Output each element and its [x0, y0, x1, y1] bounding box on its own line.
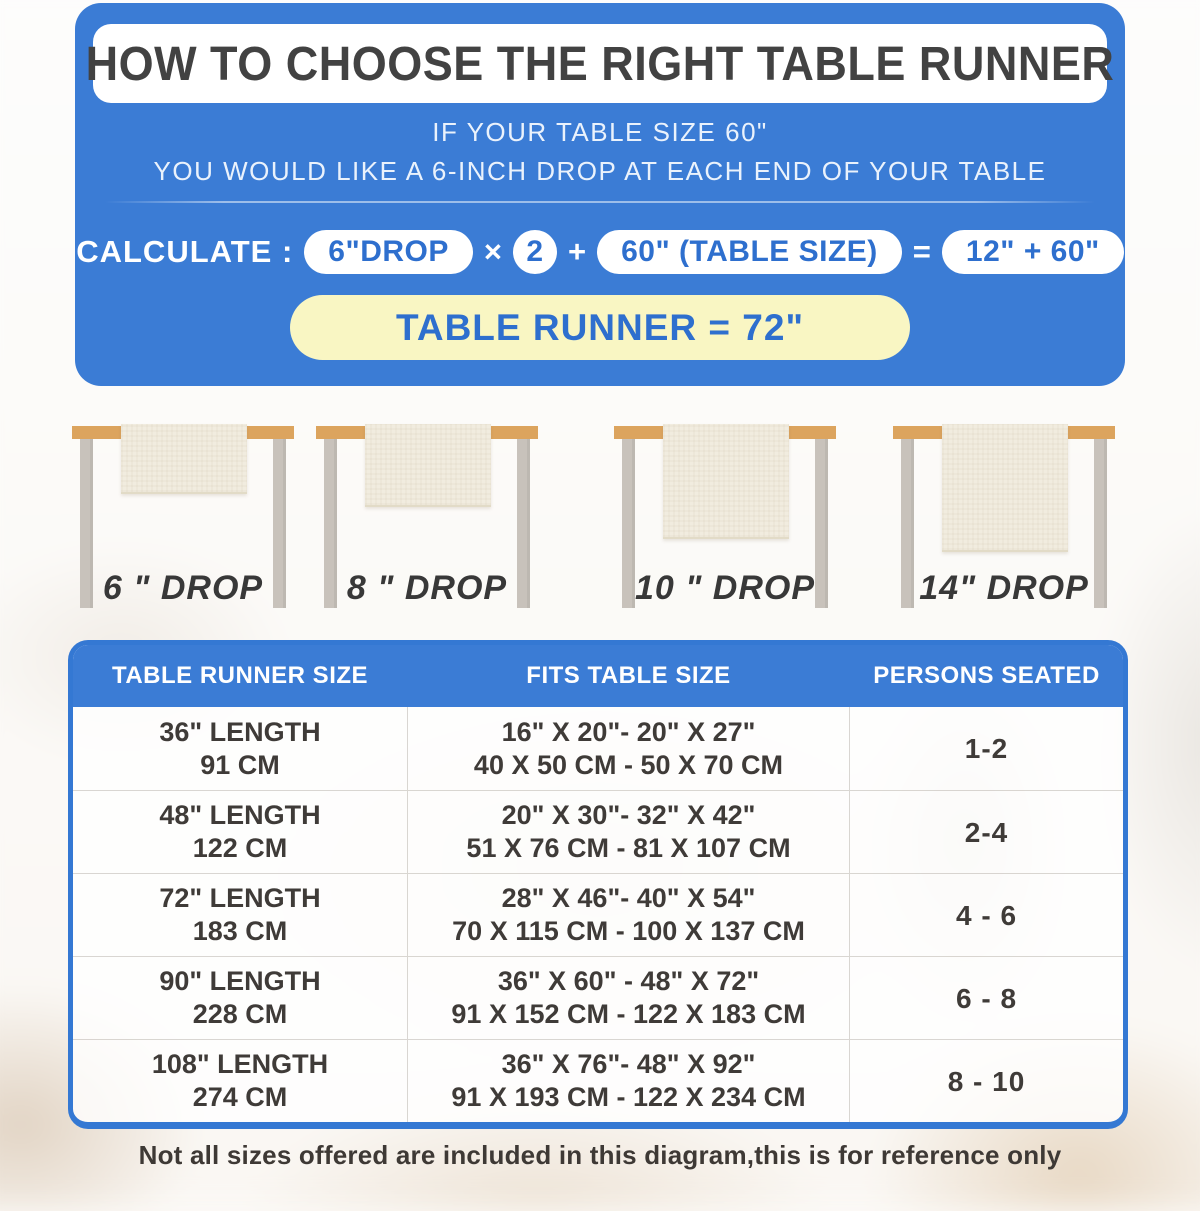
multiplier-pill: 2: [512, 230, 557, 274]
persons-seated-cell: 2-4: [964, 816, 1009, 848]
table-runner-infographic: HOW TO CHOOSE THE RIGHT TABLE RUNNER IF …: [0, 3, 1200, 1181]
table-size-pill: 60" (TABLE SIZE): [597, 230, 902, 274]
fits-table-size-cell: 36" X 76"- 48" X 92" 91 X 193 CM - 122 X…: [407, 1040, 850, 1122]
runner-length-cm: 228 CM: [192, 999, 288, 1029]
title-card: HOW TO CHOOSE THE RIGHT TABLE RUNNER: [86, 24, 1114, 103]
drop-value-pill: 6"DROP: [304, 230, 473, 274]
runner-length-cm: 274 CM: [192, 1082, 288, 1112]
fits-table-size-cell: 36" X 60" - 48" X 72" 91 X 152 CM - 122 …: [407, 957, 850, 1039]
calculation-formula: CALCULATE : 6"DROP × 2 + 60" (TABLE SIZE…: [75, 230, 1125, 274]
persons-seated-cell: 8 - 10: [947, 1065, 1026, 1097]
drop-label: 14" DROP: [919, 569, 1089, 607]
table-leg-graphic: [517, 439, 530, 608]
plus-operator: +: [567, 234, 587, 269]
table-leg-graphic: [80, 439, 93, 608]
table-figure-14-drop: 14" DROP: [893, 424, 1115, 608]
table-runner-graphic: [121, 424, 247, 494]
column-header-fits-table-size: FITS TABLE SIZE: [526, 662, 731, 689]
runner-length-inches: 90" LENGTH: [159, 966, 321, 996]
runner-length-inches: 48" LENGTH: [159, 800, 321, 830]
persons-seated-cell: 4 - 6: [955, 899, 1018, 931]
table-runner-graphic: [942, 424, 1068, 552]
fits-size-cm: 51 X 76 CM - 81 X 107 CM: [466, 833, 791, 863]
table-row: 108" LENGTH 274 CM 36" X 76"- 48" X 92" …: [73, 1039, 1123, 1122]
table-leg-graphic: [324, 439, 337, 608]
table-leg-graphic: [1094, 439, 1107, 608]
drop-illustrations: 6 " DROP 8 " DROP 10 " DROP 14" DROP: [72, 424, 1200, 608]
table-leg-graphic: [901, 439, 914, 608]
disclaimer-note: Not all sizes offered are included in th…: [138, 1140, 1062, 1170]
runner-length-cm: 183 CM: [192, 916, 288, 946]
runner-size-cell: 36" LENGTH 91 CM: [73, 716, 407, 782]
table-row: 36" LENGTH 91 CM 16" X 20"- 20" X 27" 40…: [73, 707, 1123, 790]
fits-size-inches: 36" X 60" - 48" X 72": [497, 966, 760, 996]
table-leg-graphic: [273, 439, 286, 608]
table-runner-graphic: [365, 424, 491, 507]
drop-label: 10 " DROP: [634, 569, 816, 607]
sum-pill: 12" + 60": [941, 230, 1124, 274]
table-leg-graphic: [622, 439, 635, 608]
persons-seated-cell: 1-2: [964, 733, 1009, 764]
runner-size-cell: 90" LENGTH 228 CM: [73, 965, 407, 1031]
fits-size-cm: 91 X 152 CM - 122 X 183 CM: [451, 999, 806, 1029]
fits-size-cm: 91 X 193 CM - 122 X 234 CM: [451, 1082, 806, 1112]
runner-length-cm: 91 CM: [200, 749, 280, 780]
drop-label: 8 " DROP: [346, 569, 508, 607]
subtitle-line-2: YOU WOULD LIKE A 6-INCH DROP AT EACH END…: [153, 156, 1047, 186]
equals-operator: =: [912, 234, 931, 269]
banner-divider: [105, 201, 1095, 203]
table-leg-graphic: [815, 439, 828, 608]
table-figure-10-drop: 10 " DROP: [614, 424, 836, 608]
multiply-operator: ×: [483, 234, 502, 269]
calculate-label: CALCULATE :: [76, 234, 294, 269]
fits-size-inches: 16" X 20"- 20" X 27": [501, 716, 756, 747]
fits-table-size-cell: 16" X 20"- 20" X 27" 40 X 50 CM - 50 X 7…: [407, 707, 850, 790]
table-figure-8-drop: 8 " DROP: [316, 424, 538, 608]
size-reference-table: TABLE RUNNER SIZE FITS TABLE SIZE PERSON…: [68, 640, 1128, 1129]
drop-label: 6 " DROP: [102, 569, 264, 607]
table-runner-graphic: [663, 424, 789, 539]
runner-length-inches: 108" LENGTH: [151, 1049, 329, 1079]
persons-seated-cell: 6 - 8: [955, 982, 1018, 1014]
fits-size-inches: 20" X 30"- 32" X 42": [501, 800, 756, 830]
runner-length-inches: 72" LENGTH: [159, 883, 321, 913]
fits-size-cm: 70 X 115 CM - 100 X 137 CM: [452, 916, 805, 946]
subtitle-line-1: IF YOUR TABLE SIZE 60": [432, 117, 768, 147]
column-header-persons-seated: PERSONS SEATED: [873, 662, 1100, 689]
fits-size-inches: 36" X 76"- 48" X 92": [501, 1049, 756, 1079]
table-row: 90" LENGTH 228 CM 36" X 60" - 48" X 72" …: [73, 956, 1123, 1039]
runner-size-cell: 108" LENGTH 274 CM: [73, 1048, 407, 1114]
instruction-banner: HOW TO CHOOSE THE RIGHT TABLE RUNNER IF …: [75, 3, 1125, 386]
table-row: 72" LENGTH 183 CM 28" X 46"- 40" X 54" 7…: [73, 873, 1123, 956]
runner-length-cm: 122 CM: [192, 833, 288, 863]
table-figure-6-drop: 6 " DROP: [72, 424, 294, 608]
runner-size-cell: 72" LENGTH 183 CM: [73, 882, 407, 948]
fits-size-inches: 28" X 46"- 40" X 54": [501, 883, 756, 913]
page-title: HOW TO CHOOSE THE RIGHT TABLE RUNNER: [85, 35, 1115, 91]
table-header-row: TABLE RUNNER SIZE FITS TABLE SIZE PERSON…: [73, 645, 1123, 707]
runner-size-cell: 48" LENGTH 122 CM: [73, 799, 407, 865]
runner-length-inches: 36" LENGTH: [159, 716, 321, 747]
column-header-runner-size: TABLE RUNNER SIZE: [111, 662, 369, 689]
fits-table-size-cell: 20" X 30"- 32" X 42" 51 X 76 CM - 81 X 1…: [407, 791, 850, 873]
result-pill: TABLE RUNNER = 72": [290, 295, 910, 360]
fits-table-size-cell: 28" X 46"- 40" X 54" 70 X 115 CM - 100 X…: [407, 874, 850, 956]
table-row: 48" LENGTH 122 CM 20" X 30"- 32" X 42" 5…: [73, 790, 1123, 873]
fits-size-cm: 40 X 50 CM - 50 X 70 CM: [473, 749, 784, 780]
